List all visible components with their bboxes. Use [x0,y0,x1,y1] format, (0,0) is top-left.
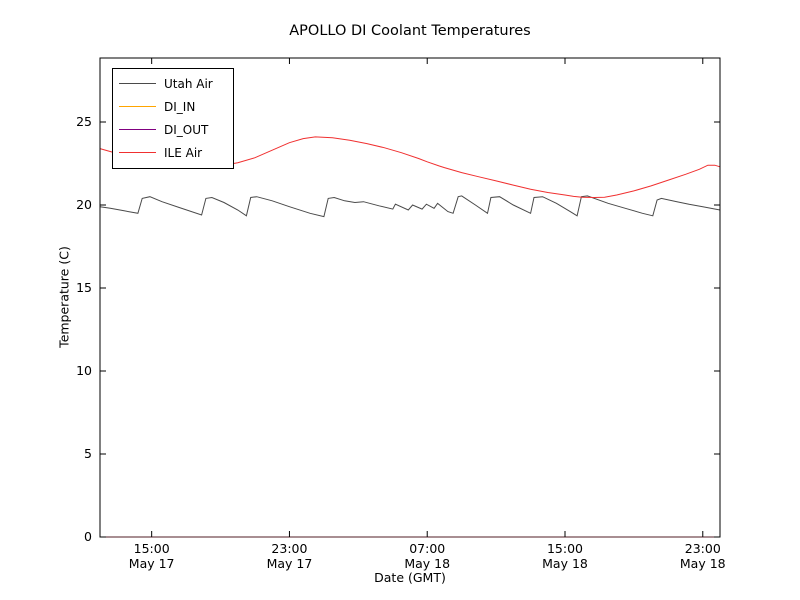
x-tick-label: 07:00 May 18 [404,541,451,571]
legend-item-ile-air: ILE Air [119,141,227,164]
y-axis-label: Temperature (C) [56,246,72,348]
legend: Utah Air DI_IN DI_OUT ILE Air [112,68,234,169]
legend-label: Utah Air [164,76,213,91]
y-tick-label: 15 [76,280,92,295]
x-axis-label: Date (GMT) [374,570,446,585]
legend-item-utah-air: Utah Air [119,72,227,95]
x-tick-label: 15:00 May 17 [128,541,175,571]
legend-label: DI_OUT [164,122,209,137]
x-tick-label: 23:00 May 17 [266,541,313,571]
di-out-line-swatch [119,128,156,131]
legend-label: DI_IN [164,99,196,114]
ile-air-line-swatch [119,151,156,154]
y-tick-label: 20 [76,197,92,212]
utah-air-line-swatch [119,82,156,85]
legend-item-di-in: DI_IN [119,95,227,118]
chart-title: APOLLO DI Coolant Temperatures [289,23,531,39]
y-tick-label: 0 [84,529,92,544]
x-tick-label: 23:00 May 18 [679,541,726,571]
di-in-line-swatch [119,105,156,108]
legend-label: ILE Air [164,145,203,160]
x-tick-label: 15:00 May 18 [542,541,588,571]
y-tick-label: 25 [76,114,92,129]
y-tick-label: 5 [84,446,92,461]
legend-item-di-out: DI_OUT [119,118,227,141]
y-tick-label: 10 [76,363,92,378]
